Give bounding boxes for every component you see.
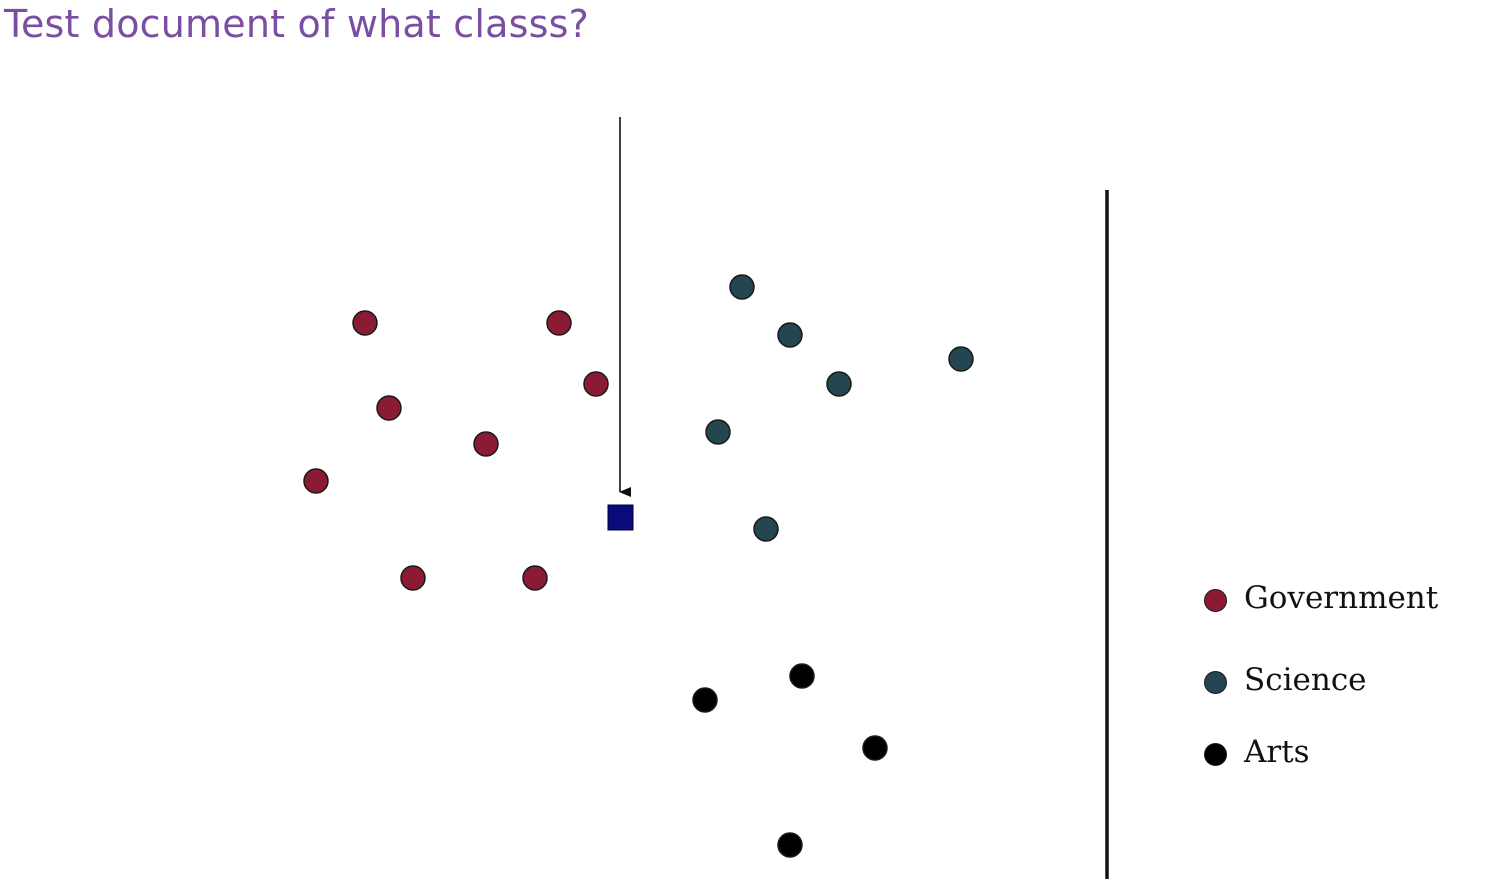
science-point xyxy=(729,274,755,300)
science-point xyxy=(705,419,731,445)
legend-label-government: Government xyxy=(1244,580,1439,616)
science-point xyxy=(948,346,974,372)
government-dot-icon xyxy=(1204,589,1227,612)
government-point xyxy=(583,371,609,397)
government-point xyxy=(352,310,378,336)
government-point xyxy=(473,431,499,457)
arts-point xyxy=(777,832,803,858)
government-point xyxy=(400,565,426,591)
arts-point xyxy=(862,735,888,761)
slide-title: Test document of what classs? xyxy=(4,2,589,46)
test-document-square xyxy=(607,504,634,531)
government-point xyxy=(376,395,402,421)
legend-label-science: Science xyxy=(1244,662,1367,698)
legend-label-arts: Arts xyxy=(1244,734,1310,770)
government-point xyxy=(303,468,329,494)
government-point xyxy=(546,310,572,336)
science-point xyxy=(826,371,852,397)
science-point xyxy=(777,322,803,348)
government-point xyxy=(522,565,548,591)
science-dot-icon xyxy=(1204,671,1227,694)
arts-point xyxy=(789,663,815,689)
arts-dot-icon xyxy=(1204,743,1227,766)
arts-point xyxy=(692,687,718,713)
science-point xyxy=(753,516,779,542)
arts-points xyxy=(692,663,888,858)
government-points xyxy=(303,310,609,591)
science-points xyxy=(705,274,974,542)
